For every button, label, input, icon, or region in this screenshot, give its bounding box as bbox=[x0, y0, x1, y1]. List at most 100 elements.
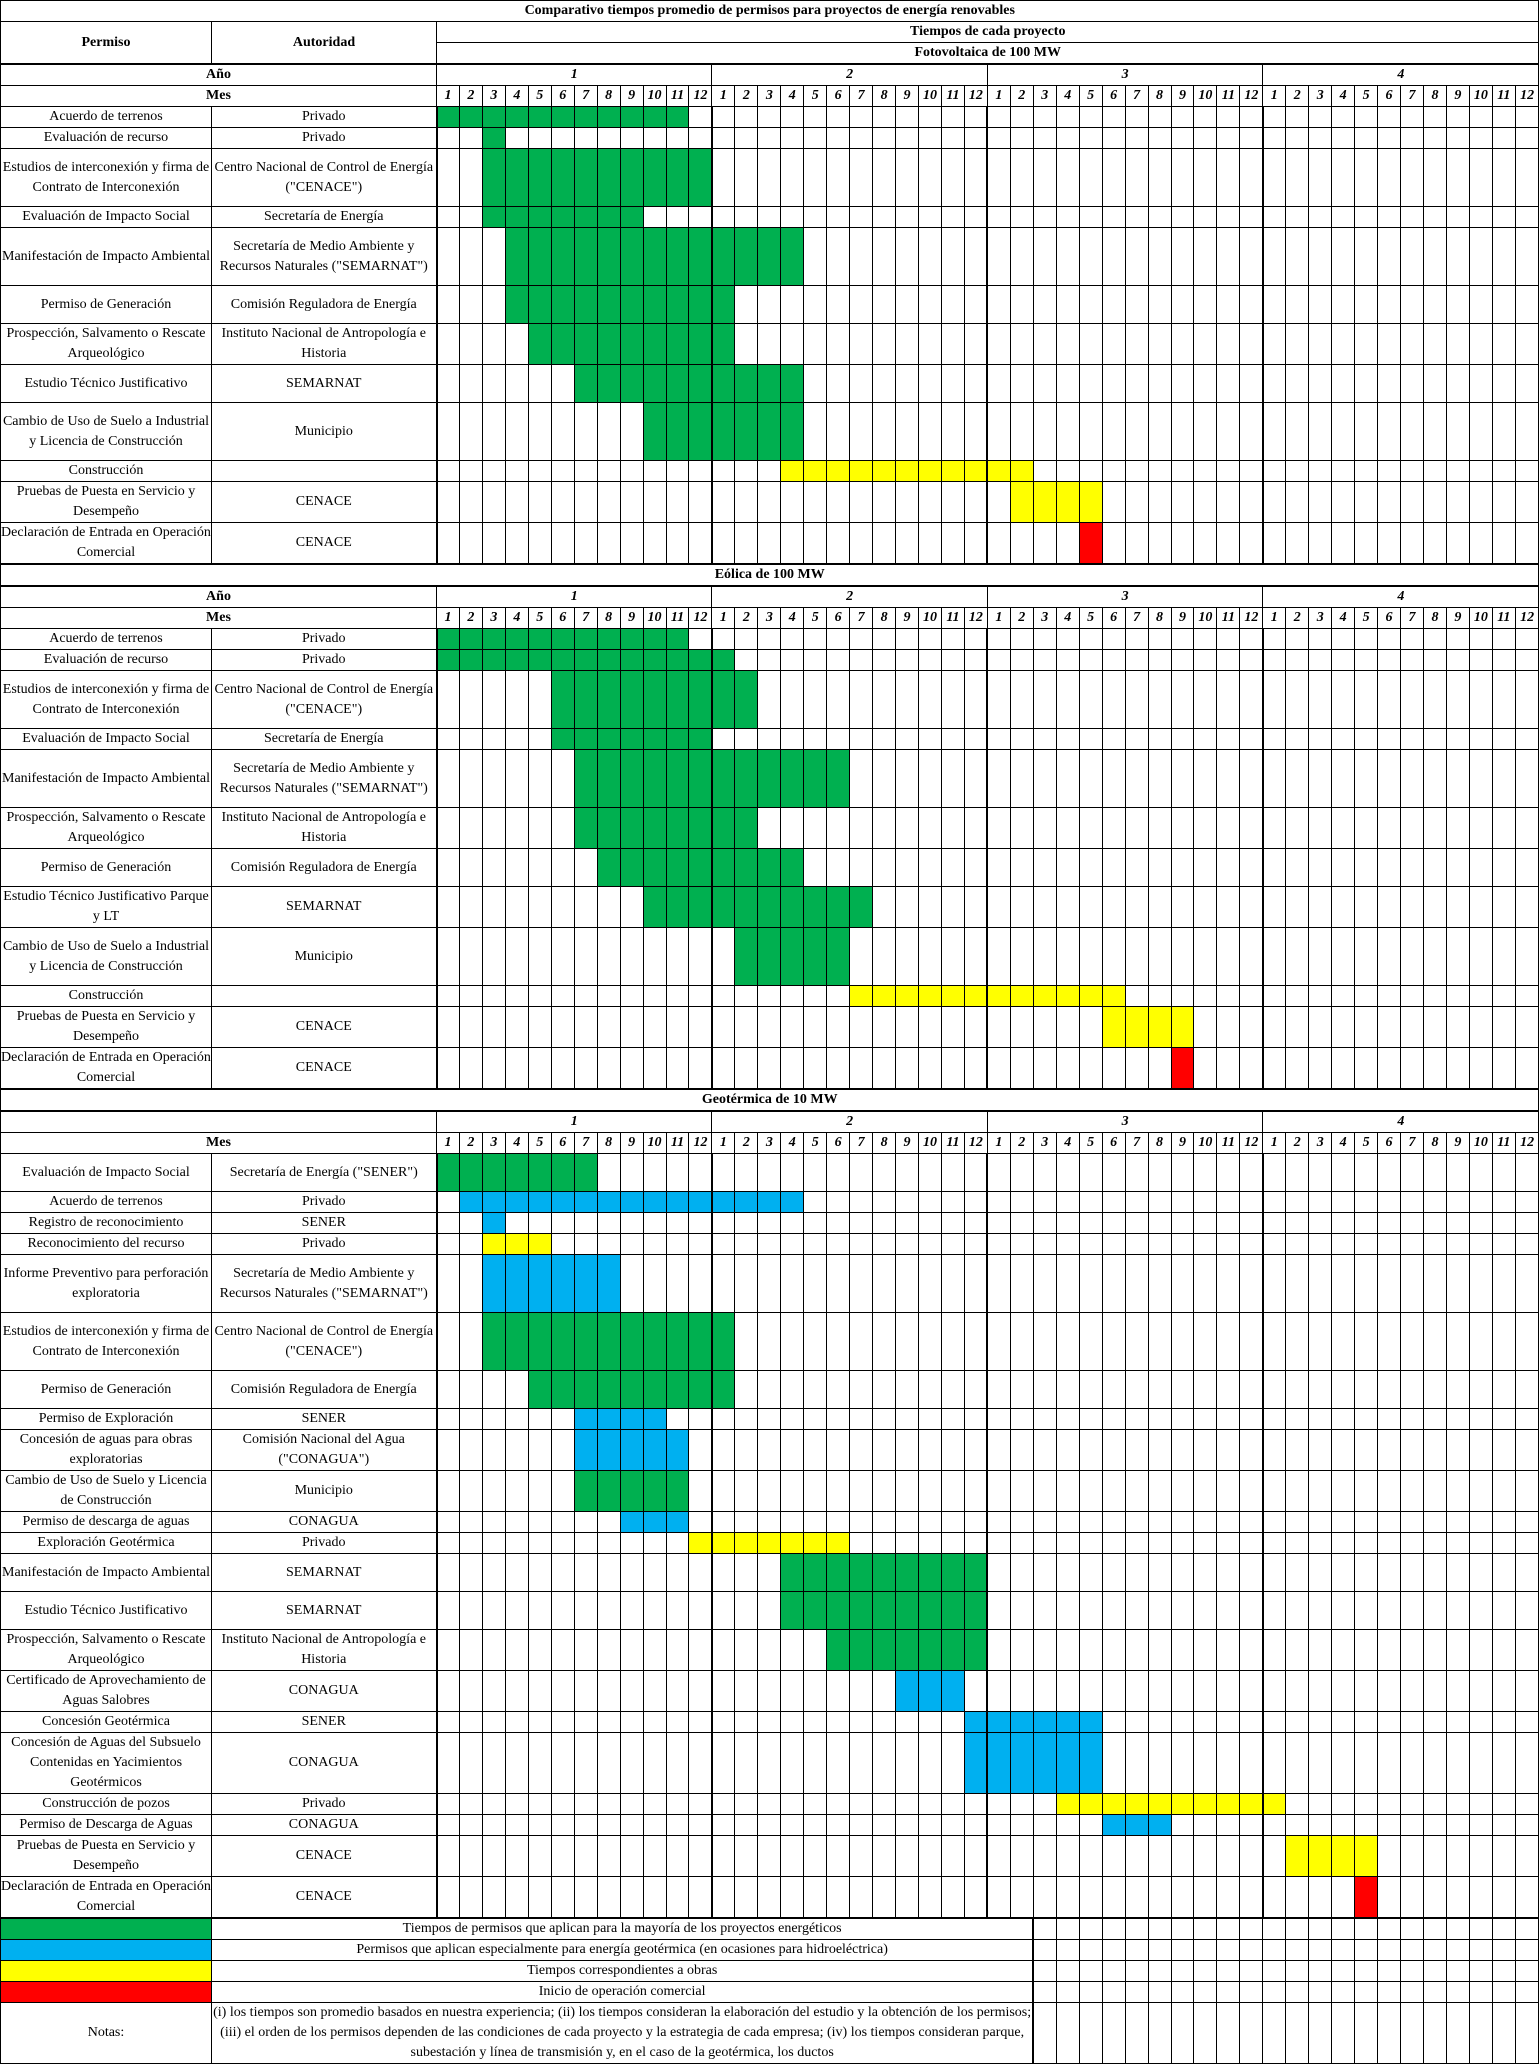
gantt-bar-cell bbox=[688, 807, 713, 849]
month-cell bbox=[1009, 927, 1034, 986]
month-cell bbox=[1331, 1732, 1356, 1794]
permit-name: Permiso de Generación bbox=[0, 1370, 212, 1409]
month-cell bbox=[780, 127, 805, 149]
gantt-bar-cell bbox=[619, 206, 644, 228]
empty-cell bbox=[1491, 1917, 1516, 1940]
month-cell bbox=[550, 460, 575, 482]
month-cell bbox=[1078, 886, 1103, 928]
month-cell bbox=[1491, 1793, 1516, 1815]
permit-authority: CONAGUA bbox=[211, 1732, 437, 1794]
gantt-bar-cell bbox=[596, 285, 621, 324]
gantt-bar-cell bbox=[688, 670, 713, 729]
permit-name: Pruebas de Puesta en Servicio y Desempeñ… bbox=[0, 481, 212, 523]
month-cell bbox=[1285, 148, 1310, 207]
month-cell bbox=[504, 1429, 529, 1471]
month-cell bbox=[1308, 1153, 1333, 1192]
month-cell bbox=[1422, 1312, 1447, 1371]
month-cell bbox=[986, 364, 1011, 403]
month-cell bbox=[1193, 649, 1218, 671]
month-cell bbox=[963, 1233, 988, 1255]
month-cell bbox=[986, 628, 1011, 650]
gantt-bar-cell bbox=[963, 1591, 988, 1630]
month-cell bbox=[895, 1470, 920, 1512]
month-cell bbox=[757, 1212, 782, 1234]
month-cell bbox=[1147, 1429, 1172, 1471]
month-cell bbox=[986, 848, 1011, 887]
gantt-bar-cell bbox=[481, 148, 506, 207]
month-cell bbox=[1147, 1233, 1172, 1255]
month-cell bbox=[435, 148, 460, 207]
month-cell bbox=[1491, 285, 1516, 324]
month-cell bbox=[1491, 1233, 1516, 1255]
gantt-bar-cell bbox=[665, 848, 690, 887]
month-cell bbox=[849, 402, 874, 461]
month-cell bbox=[458, 323, 483, 365]
month-cell bbox=[918, 886, 942, 928]
month-cell bbox=[1055, 1153, 1080, 1192]
gantt-bar-cell bbox=[619, 628, 644, 650]
gantt-bar-cell bbox=[527, 1254, 552, 1313]
month-cell bbox=[1308, 127, 1333, 149]
month-cell bbox=[710, 1732, 736, 1794]
gantt-bar-cell bbox=[642, 285, 667, 324]
month-6: 6 bbox=[550, 85, 575, 107]
month-cell bbox=[688, 106, 713, 128]
month-cell bbox=[619, 1814, 644, 1836]
month-cell bbox=[1009, 1876, 1034, 1919]
gantt-bar-cell bbox=[734, 749, 759, 808]
month-6: 6 bbox=[550, 1132, 575, 1154]
month-cell bbox=[1147, 106, 1172, 128]
empty-cell bbox=[1377, 1917, 1402, 1940]
gantt-bar-cell bbox=[550, 227, 575, 286]
month-cell bbox=[1078, 728, 1103, 750]
month-cell bbox=[1124, 364, 1149, 403]
gantt-bar-cell bbox=[710, 227, 736, 286]
month-cell bbox=[1354, 1532, 1379, 1554]
month-cell bbox=[1170, 886, 1195, 928]
month-cell bbox=[1331, 323, 1356, 365]
month-cell bbox=[1078, 749, 1103, 808]
gantt-bar-cell bbox=[619, 1408, 644, 1430]
month-cell bbox=[895, 886, 920, 928]
month-cell bbox=[527, 364, 552, 403]
month-17: 5 bbox=[803, 607, 828, 629]
month-cell bbox=[1170, 1732, 1195, 1794]
month-cell bbox=[872, 1153, 897, 1192]
month-cell bbox=[1400, 1254, 1424, 1313]
month-cell bbox=[826, 1670, 851, 1712]
month-cell bbox=[1354, 728, 1379, 750]
month-cell bbox=[1124, 807, 1149, 849]
month-cell bbox=[1377, 1835, 1402, 1877]
permit-name: Estudio Técnico Justificativo Parque y L… bbox=[0, 886, 212, 928]
permit-authority: Instituto Nacional de Antropología e His… bbox=[211, 323, 437, 365]
month-cell bbox=[1147, 1470, 1172, 1512]
month-cell bbox=[619, 1835, 644, 1877]
month-35: 11 bbox=[1216, 607, 1241, 629]
permit-row: Estudios de interconexión y firma de Con… bbox=[0, 148, 1540, 207]
month-cell bbox=[1400, 628, 1424, 650]
month-cell bbox=[1514, 1814, 1540, 1836]
month-cell bbox=[895, 649, 920, 671]
month-13: 1 bbox=[711, 85, 736, 107]
empty-cell bbox=[1032, 1917, 1057, 1940]
month-cell bbox=[918, 628, 942, 650]
month-cell bbox=[849, 364, 874, 403]
month-cell bbox=[1147, 1047, 1172, 1090]
month-cell bbox=[1170, 148, 1195, 207]
month-cell bbox=[1400, 1711, 1424, 1733]
empty-cell bbox=[1491, 1939, 1516, 1961]
month-cell bbox=[1239, 1876, 1264, 1919]
month-cell bbox=[1009, 1254, 1034, 1313]
empty-cell bbox=[1170, 1981, 1195, 2003]
month-cell bbox=[1422, 1591, 1447, 1630]
month-cell bbox=[757, 807, 782, 849]
month-cell bbox=[1377, 1191, 1402, 1213]
month-cell bbox=[963, 106, 988, 128]
month-cell bbox=[1101, 364, 1126, 403]
month-cell bbox=[849, 1732, 874, 1794]
month-cell bbox=[1308, 670, 1333, 729]
month-cell bbox=[1124, 522, 1149, 565]
permit-name: Acuerdo de terrenos bbox=[0, 106, 212, 128]
month-cell bbox=[1285, 1511, 1310, 1533]
permit-name: Estudios de interconexión y firma de Con… bbox=[0, 1312, 212, 1371]
